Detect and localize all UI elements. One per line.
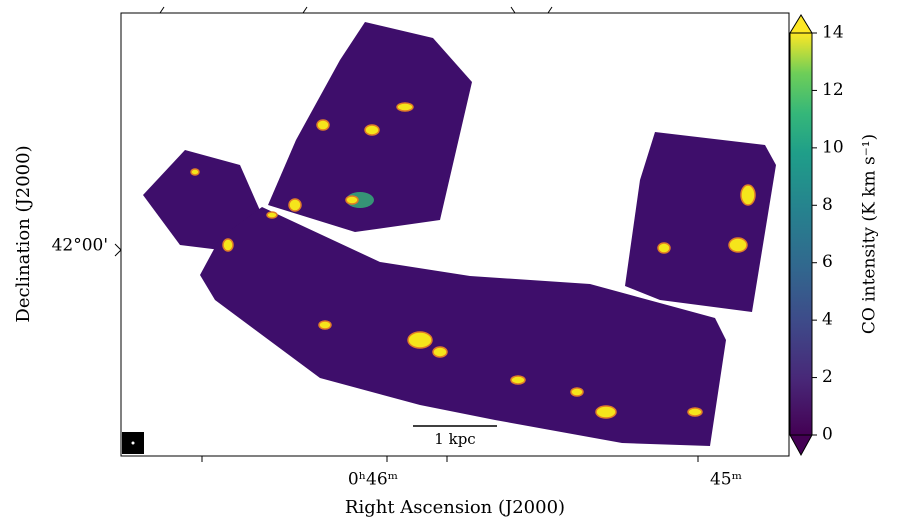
- beam: [131, 441, 135, 445]
- x-tick: [547, 6, 553, 14]
- emission-region: [396, 102, 414, 112]
- colorbar-tick-label: 6: [822, 252, 833, 272]
- colorbar-tick-label: 4: [822, 310, 833, 330]
- x-tick: [510, 6, 516, 14]
- y-axis-label: Declination (J2000): [13, 145, 34, 322]
- survey-field: [200, 207, 726, 446]
- survey-field: [625, 132, 776, 312]
- emission-region: [266, 211, 278, 219]
- image-area: 1 kpc: [122, 22, 776, 454]
- x-tick-label: 0ʰ46ᵐ: [348, 470, 398, 490]
- y-tick: [114, 249, 122, 257]
- y-tick-label: 42°00': [52, 236, 108, 256]
- emission: [190, 102, 756, 419]
- emission-region: [728, 237, 748, 253]
- emission-region: [432, 346, 448, 358]
- emission-region: [222, 238, 234, 252]
- emission-region: [595, 405, 617, 419]
- x-axis-label: Right Ascension (J2000): [345, 497, 565, 518]
- emission-region: [364, 124, 380, 136]
- colorbar-extend-bottom: [789, 434, 813, 457]
- emission-region: [657, 242, 671, 254]
- colorbar-extend-top: [789, 14, 813, 34]
- x-tick: [302, 6, 308, 14]
- colorbar-tick-label: 8: [822, 195, 833, 215]
- colorbar-tick-label: 0: [822, 425, 833, 445]
- axes-frame: [120, 12, 790, 457]
- x-tick-label: 45ᵐ: [710, 470, 742, 490]
- emission-region: [740, 184, 756, 206]
- colorbar-tick-label: 2: [822, 367, 833, 387]
- emission-region: [570, 387, 584, 397]
- colorbar: [789, 14, 813, 457]
- colorbar-body: [789, 32, 813, 436]
- colorbar-tick-label: 10: [822, 137, 844, 157]
- x-tick: [159, 6, 165, 14]
- emission-region: [407, 331, 433, 349]
- emission-region: [190, 168, 200, 176]
- colorbar-label: CO intensity (K km s⁻¹): [860, 134, 880, 334]
- emission-region: [687, 407, 703, 417]
- emission-region: [316, 119, 330, 131]
- frame-ticks: [114, 6, 699, 462]
- emission-region: [510, 375, 526, 385]
- emission-region: [318, 320, 332, 330]
- survey-field: [143, 150, 262, 252]
- colorbar-tick-label: 14: [822, 23, 844, 43]
- emission-region: [288, 198, 302, 212]
- scale-bar-label: 1 kpc: [434, 430, 475, 448]
- emission-region: [345, 195, 359, 205]
- colorbar-tick-label: 12: [822, 80, 844, 100]
- y-tick: [114, 243, 122, 251]
